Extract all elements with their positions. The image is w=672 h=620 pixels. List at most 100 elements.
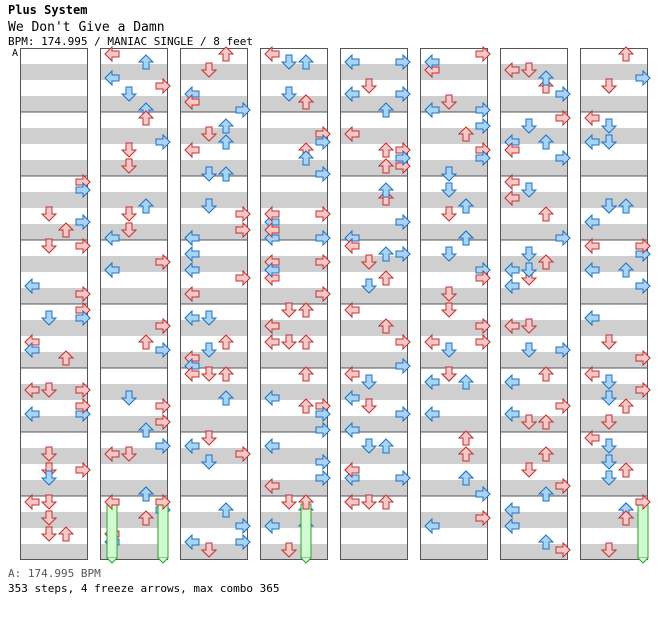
- left-arrow-icon: [584, 109, 600, 127]
- right-arrow-icon: [75, 285, 91, 303]
- up-arrow-icon: [217, 502, 235, 518]
- left-arrow-icon: [424, 517, 440, 535]
- left-arrow-icon: [264, 221, 280, 239]
- up-arrow-icon: [297, 302, 315, 318]
- up-arrow-icon: [297, 334, 315, 350]
- down-arrow-icon: [120, 390, 138, 406]
- up-arrow-icon: [217, 166, 235, 182]
- up-arrow-icon: [377, 142, 395, 158]
- down-arrow-icon: [440, 302, 458, 318]
- right-arrow-icon: [235, 221, 251, 239]
- left-arrow-icon: [184, 533, 200, 551]
- chart-column: [180, 48, 248, 560]
- left-arrow-icon: [584, 237, 600, 255]
- left-arrow-icon: [584, 309, 600, 327]
- down-arrow-icon: [40, 494, 58, 510]
- left-arrow-icon: [104, 493, 120, 511]
- right-arrow-icon: [155, 317, 171, 335]
- up-arrow-icon: [217, 46, 235, 62]
- right-arrow-icon: [315, 229, 331, 247]
- right-arrow-icon: [555, 341, 571, 359]
- up-arrow-icon: [457, 230, 475, 246]
- left-arrow-icon: [344, 237, 360, 255]
- down-arrow-icon: [40, 310, 58, 326]
- left-arrow-icon: [344, 85, 360, 103]
- right-arrow-icon: [555, 397, 571, 415]
- down-arrow-icon: [520, 182, 538, 198]
- down-arrow-icon: [360, 374, 378, 390]
- down-arrow-icon: [360, 278, 378, 294]
- chart-column: [20, 48, 88, 560]
- right-arrow-icon: [315, 421, 331, 439]
- down-arrow-icon: [520, 342, 538, 358]
- up-arrow-icon: [297, 398, 315, 414]
- left-arrow-icon: [184, 309, 200, 327]
- right-arrow-icon: [635, 349, 651, 367]
- right-arrow-icon: [315, 469, 331, 487]
- up-arrow-icon: [57, 526, 75, 542]
- up-arrow-icon: [457, 126, 475, 142]
- left-arrow-icon: [344, 53, 360, 71]
- right-arrow-icon: [475, 509, 491, 527]
- down-arrow-icon: [440, 182, 458, 198]
- right-arrow-icon: [395, 53, 411, 71]
- right-arrow-icon: [155, 397, 171, 415]
- down-arrow-icon: [440, 246, 458, 262]
- right-arrow-icon: [75, 237, 91, 255]
- chart-column: [420, 48, 488, 560]
- down-arrow-icon: [40, 470, 58, 486]
- left-arrow-icon: [424, 373, 440, 391]
- right-arrow-icon: [235, 101, 251, 119]
- left-arrow-icon: [504, 261, 520, 279]
- freeze-arrow: [104, 493, 120, 564]
- right-arrow-icon: [635, 493, 651, 511]
- down-arrow-icon: [440, 94, 458, 110]
- right-arrow-icon: [155, 493, 171, 511]
- right-arrow-icon: [235, 533, 251, 551]
- down-arrow-icon: [440, 206, 458, 222]
- down-arrow-icon: [440, 342, 458, 358]
- right-arrow-icon: [475, 269, 491, 287]
- left-arrow-icon: [184, 285, 200, 303]
- right-arrow-icon: [315, 165, 331, 183]
- right-arrow-icon: [635, 69, 651, 87]
- right-arrow-icon: [395, 405, 411, 423]
- right-arrow-icon: [555, 85, 571, 103]
- up-arrow-icon: [617, 46, 635, 62]
- left-arrow-icon: [424, 53, 440, 71]
- up-arrow-icon: [617, 262, 635, 278]
- left-arrow-icon: [184, 141, 200, 159]
- right-arrow-icon: [555, 229, 571, 247]
- right-arrow-icon: [555, 477, 571, 495]
- right-arrow-icon: [235, 517, 251, 535]
- right-arrow-icon: [155, 413, 171, 431]
- down-arrow-icon: [520, 318, 538, 334]
- left-arrow-icon: [504, 141, 520, 159]
- down-arrow-icon: [600, 414, 618, 430]
- left-arrow-icon: [184, 365, 200, 383]
- left-arrow-icon: [504, 517, 520, 535]
- left-arrow-icon: [24, 341, 40, 359]
- up-arrow-icon: [217, 334, 235, 350]
- up-arrow-icon: [377, 494, 395, 510]
- down-arrow-icon: [120, 222, 138, 238]
- up-arrow-icon: [537, 134, 555, 150]
- up-arrow-icon: [457, 198, 475, 214]
- down-arrow-icon: [200, 454, 218, 470]
- down-arrow-icon: [280, 334, 298, 350]
- left-arrow-icon: [264, 317, 280, 335]
- up-arrow-icon: [137, 198, 155, 214]
- left-arrow-icon: [184, 261, 200, 279]
- down-arrow-icon: [280, 494, 298, 510]
- left-arrow-icon: [504, 189, 520, 207]
- right-arrow-icon: [235, 269, 251, 287]
- right-arrow-icon: [635, 381, 651, 399]
- up-arrow-icon: [457, 470, 475, 486]
- left-arrow-icon: [504, 373, 520, 391]
- up-arrow-icon: [457, 430, 475, 446]
- down-arrow-icon: [200, 342, 218, 358]
- left-arrow-icon: [264, 45, 280, 63]
- right-arrow-icon: [155, 341, 171, 359]
- down-arrow-icon: [440, 166, 458, 182]
- down-arrow-icon: [40, 206, 58, 222]
